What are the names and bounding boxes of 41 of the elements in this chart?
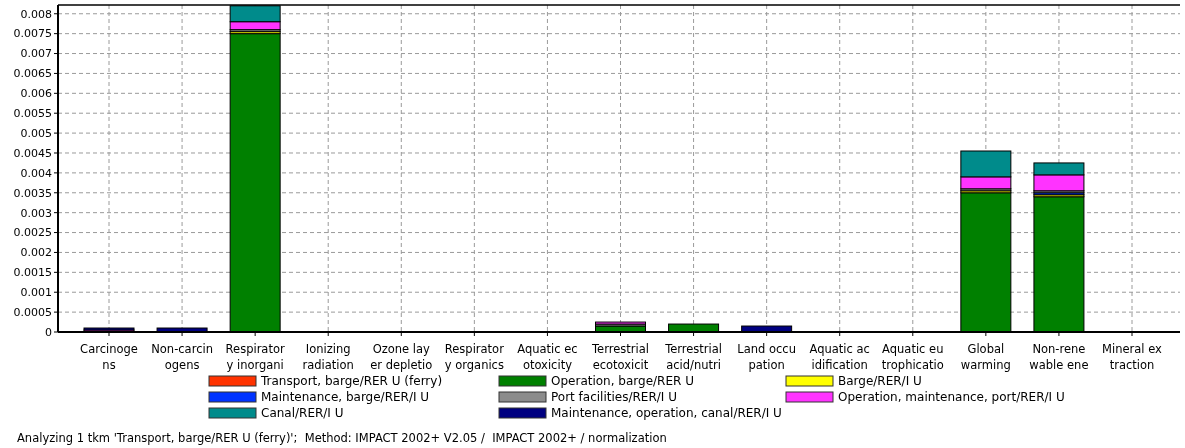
y-tick-label: 0.005 bbox=[20, 126, 52, 140]
y-tick-label: 0.002 bbox=[20, 246, 52, 260]
y-tick-label: 0.006 bbox=[20, 87, 52, 101]
y-tick-label: 0.004 bbox=[20, 166, 52, 180]
legend-label: Maintenance, barge/RER/I U bbox=[261, 390, 430, 405]
legend-label: Barge/RER/I U bbox=[838, 374, 922, 389]
y-tick-label: 0.007 bbox=[20, 47, 52, 61]
y-tick-label: 0.0065 bbox=[13, 67, 52, 81]
legend-label: Maintenance, operation, canal/RER/I U bbox=[551, 406, 782, 421]
y-tick-label: 0.0015 bbox=[13, 266, 52, 280]
x-tick-label: Global warming bbox=[960, 342, 1011, 372]
x-tick-label: Ionizing radiation bbox=[302, 342, 354, 372]
y-tick-label: 0.003 bbox=[20, 206, 52, 220]
y-tick-label: 0.0035 bbox=[13, 186, 52, 200]
legend-label: Operation, barge/RER U bbox=[551, 374, 694, 389]
x-tick-label: Non-rene wable ene bbox=[1029, 342, 1089, 372]
y-tick-label: 0.0075 bbox=[13, 27, 52, 41]
y-tick-label: 0.0055 bbox=[13, 107, 52, 121]
y-tick-label: 0 bbox=[45, 325, 52, 339]
x-tick-label: Aquatic ac idification bbox=[809, 342, 870, 372]
x-tick-label: Non-carcin ogens bbox=[151, 342, 213, 372]
x-tick-label: Terrestrial ecotoxicit bbox=[591, 342, 649, 372]
y-tick-label: 0.0025 bbox=[13, 226, 52, 240]
x-tick-label: Ozone lay er depletio bbox=[370, 342, 433, 372]
y-tick-label: 0.0005 bbox=[13, 305, 52, 319]
x-tick-label: Respirator y organics bbox=[444, 342, 505, 372]
legend-label: Canal/RER/I U bbox=[261, 406, 344, 421]
x-tick-label: Carcinoge ns bbox=[80, 342, 138, 372]
x-tick-label: Aquatic ec otoxicity bbox=[517, 342, 578, 372]
x-tick-label: Respirator y inorgani bbox=[225, 342, 285, 372]
y-tick-label: 0.0045 bbox=[13, 146, 52, 160]
x-tick-label: Mineral ex traction bbox=[1102, 342, 1163, 372]
x-tick-label: Terrestrial acid/nutri bbox=[664, 342, 723, 372]
legend-label: Transport, barge/RER U (ferry) bbox=[260, 374, 443, 389]
x-tick-label: Aquatic eu trophicatio bbox=[881, 342, 944, 372]
legend-label: Operation, maintenance, port/RER/I U bbox=[838, 390, 1065, 405]
x-tick-label: Land occu pation bbox=[737, 342, 796, 372]
y-tick-label: 0.001 bbox=[20, 286, 52, 300]
text: Analyzing 1 tkm 'Transport, barge/RER U (ferry)'; Method: IMPACT 2002+ V2.05 / IMPACT 2002+ / normalization bbox=[17, 431, 667, 445]
legend-label: Port facilities/RER/I U bbox=[551, 390, 677, 405]
y-tick-label: 0.008 bbox=[20, 7, 52, 21]
